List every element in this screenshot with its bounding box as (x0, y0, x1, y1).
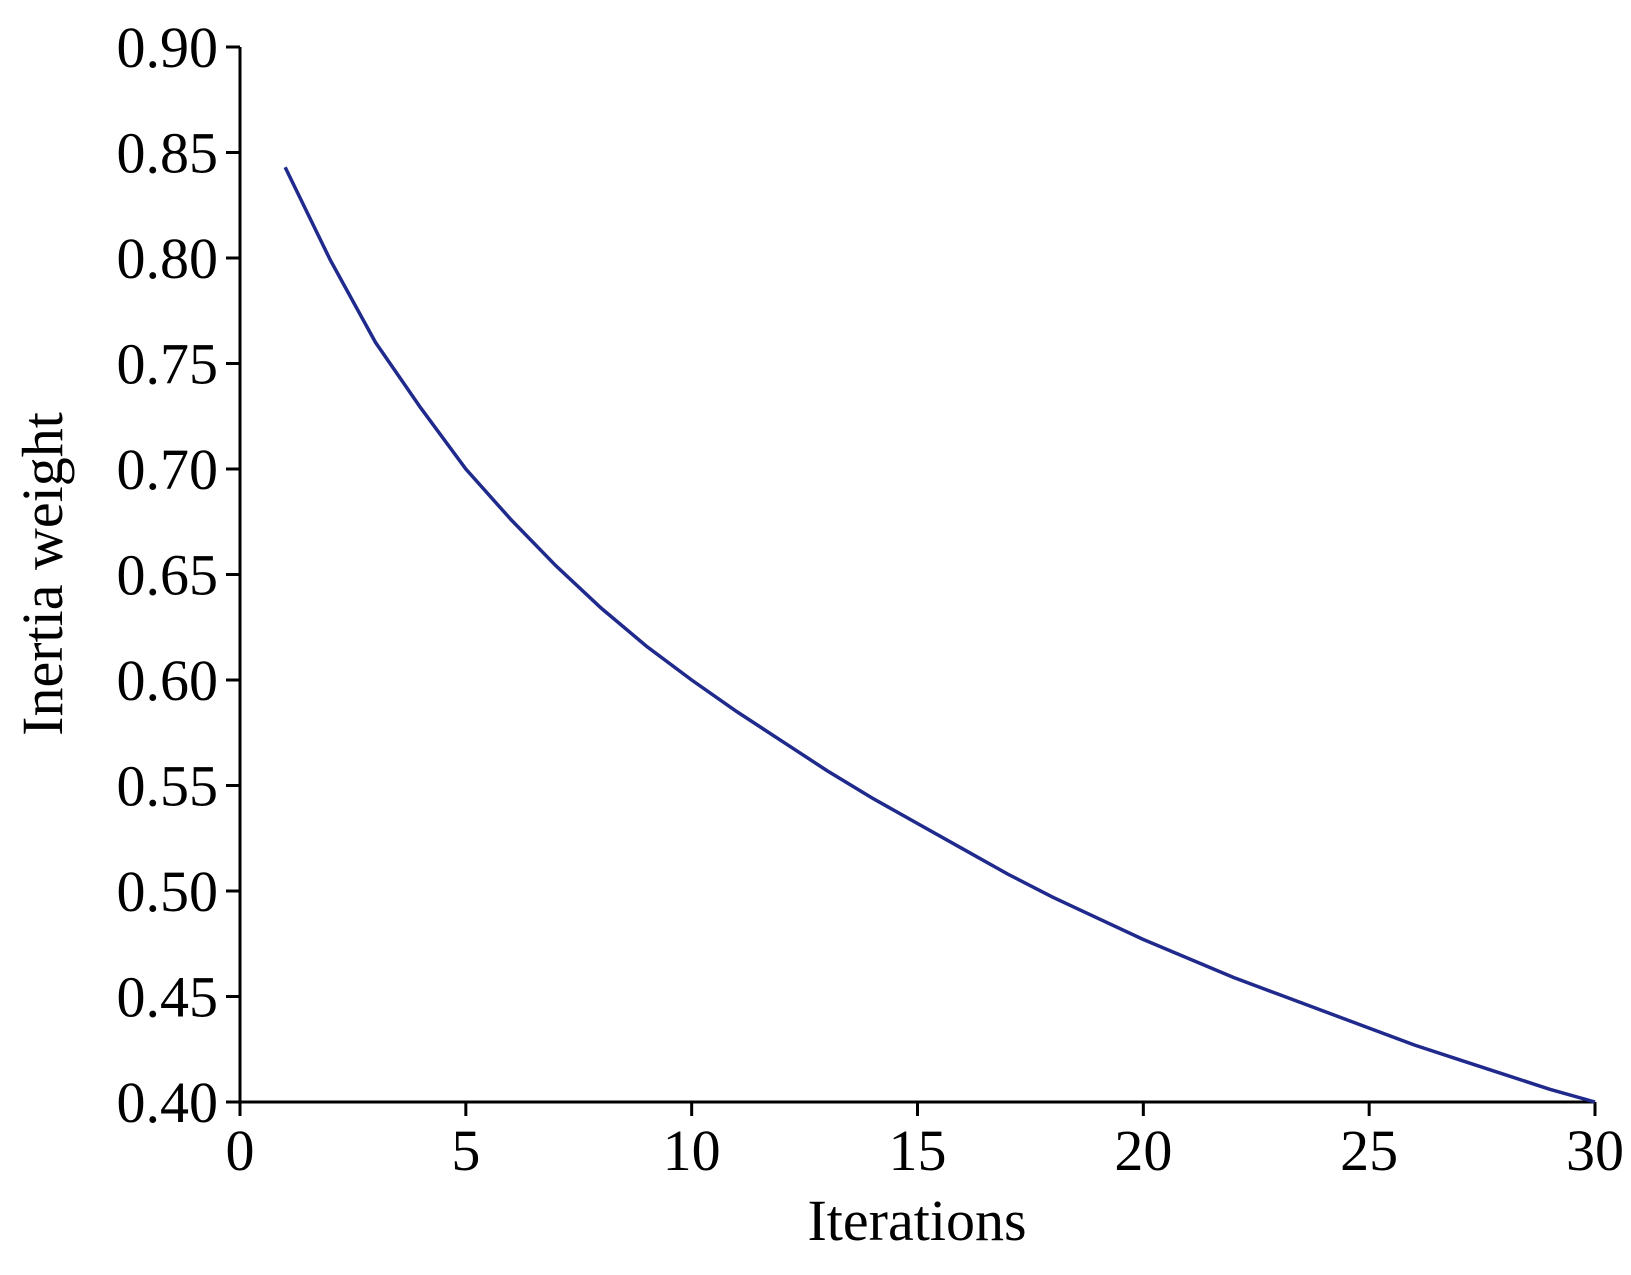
x-tick-label: 30 (1566, 1118, 1624, 1183)
data-line (283, 166, 1596, 1104)
y-tick-label: 0.40 (117, 1070, 219, 1135)
y-tick-label: 0.70 (117, 437, 219, 502)
x-tick-label: 5 (451, 1118, 480, 1183)
x-axis-label: Iterations (807, 1188, 1026, 1253)
y-tick-label: 0.90 (117, 15, 219, 80)
y-tick-label: 0.55 (117, 754, 219, 819)
y-tick-label: 0.75 (117, 332, 219, 397)
x-tick-label: 20 (1114, 1118, 1172, 1183)
x-tick-label: 0 (226, 1118, 255, 1183)
y-tick-label: 0.50 (117, 859, 219, 924)
y-tick-label: 0.80 (117, 226, 219, 291)
y-tick-label: 0.60 (117, 648, 219, 713)
y-axis-label: Inertia weight (10, 412, 75, 736)
y-tick-label: 0.85 (117, 121, 219, 186)
y-tick-label: 0.45 (117, 965, 219, 1030)
y-tick-label: 0.65 (117, 543, 219, 608)
x-tick-label: 10 (663, 1118, 721, 1183)
x-tick-label: 15 (889, 1118, 947, 1183)
x-tick-label: 25 (1340, 1118, 1398, 1183)
